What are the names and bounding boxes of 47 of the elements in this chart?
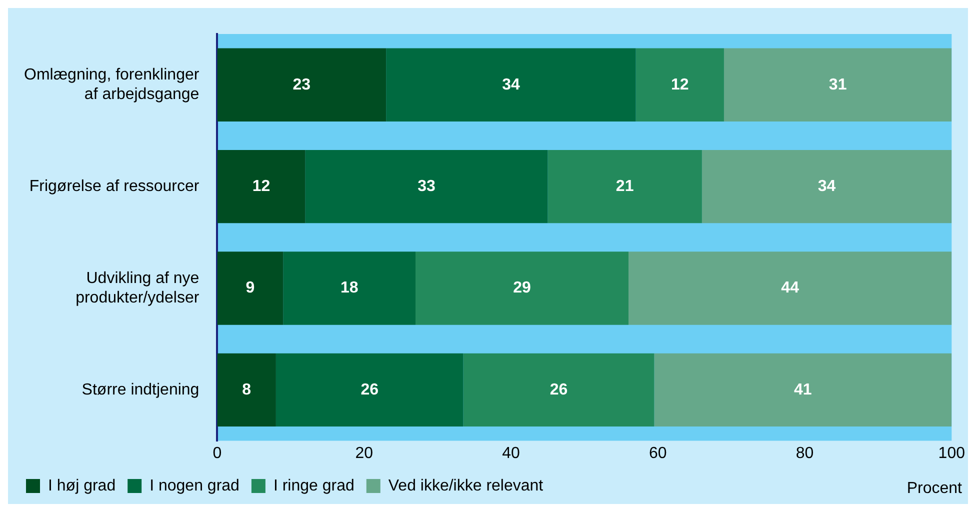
- bar: [702, 150, 952, 224]
- bar: [217, 252, 284, 325]
- x-tick-label: 20: [355, 444, 374, 462]
- bar: [636, 48, 724, 122]
- bar: [283, 252, 416, 325]
- x-axis-title: Procent: [906, 480, 962, 498]
- data-label: 18: [340, 280, 358, 297]
- bar: [386, 48, 636, 122]
- bar: [628, 252, 952, 325]
- bar: [305, 150, 548, 224]
- data-label: 12: [252, 178, 270, 195]
- y-tick-label: Omlægning, forenklinger af arbejdsgange: [24, 66, 200, 103]
- bar: [416, 252, 628, 325]
- bar: [724, 48, 952, 122]
- data-label: 44: [781, 280, 800, 297]
- data-label: 26: [550, 381, 568, 398]
- bar: [548, 150, 702, 224]
- data-label: 23: [292, 76, 311, 94]
- data-label: 9: [246, 280, 255, 297]
- bar: [217, 150, 306, 224]
- legend-label: Ved ikke/ikke relevant: [388, 477, 544, 494]
- y-tick-label: Udvikling af nye produkter/ydelser: [76, 270, 200, 306]
- data-label: 34: [818, 178, 836, 195]
- legend-label: I ringe grad: [273, 477, 354, 494]
- data-label: 33: [418, 178, 436, 195]
- x-tick-label: 100: [938, 444, 966, 462]
- bar: [217, 48, 386, 122]
- legend-label: I nogen grad: [150, 477, 240, 494]
- data-label: 41: [794, 381, 812, 398]
- bar: [654, 353, 952, 427]
- x-tick-label: 80: [796, 444, 814, 462]
- bar: [217, 353, 276, 427]
- y-tick-label: Frigørelse af ressourcer: [29, 178, 200, 195]
- data-label: 26: [360, 381, 379, 398]
- data-label: 31: [828, 76, 847, 94]
- x-tick-label: 40: [502, 444, 520, 462]
- bar: [276, 353, 464, 427]
- legend-label: I høj grad: [48, 477, 116, 494]
- data-label: 29: [513, 280, 531, 297]
- y-tick-label: Større indtjening: [82, 381, 200, 398]
- bar: [463, 353, 654, 427]
- x-tick-label: 60: [648, 444, 667, 462]
- data-label: 8: [242, 381, 252, 398]
- x-tick-label: 0: [212, 444, 222, 462]
- data-label: 34: [502, 76, 520, 94]
- data-label: 21: [616, 178, 634, 195]
- data-label: 12: [671, 76, 689, 94]
